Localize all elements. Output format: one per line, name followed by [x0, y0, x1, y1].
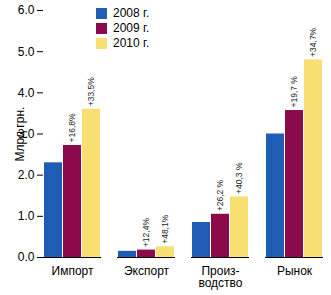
svg-text:5.0: 5.0 — [18, 45, 35, 59]
svg-text:+34,7%: +34,7% — [308, 27, 318, 57]
svg-text:+26,2 %: +26,2 % — [215, 179, 225, 211]
svg-text:6.0: 6.0 — [18, 3, 35, 17]
html-text:2008 г.: 2008 г. — [113, 6, 150, 20]
svg-text:Млрд грн.: Млрд грн. — [13, 107, 27, 162]
svg-text:+48,1%: +48,1% — [160, 214, 170, 244]
svg-text:+12,4%: +12,4% — [141, 218, 151, 248]
svg-text:4.0: 4.0 — [18, 86, 35, 100]
svg-text:Рынок: Рынок — [277, 264, 313, 278]
svg-text:2.0: 2.0 — [18, 168, 35, 182]
svg-text:1.0: 1.0 — [18, 209, 35, 223]
svg-text:Экспорт: Экспорт — [124, 264, 170, 278]
svg-text:+33,5%: +33,5% — [86, 77, 96, 107]
html-text:2009 г.: 2009 г. — [113, 21, 150, 35]
svg-text:+19,7 %: +19,7 % — [289, 76, 299, 108]
svg-text:Произ-водство: Произ-водство — [198, 264, 242, 290]
svg-text:+16,8%: +16,8% — [67, 113, 77, 143]
svg-text:+40,3 %: +40,3 % — [234, 162, 244, 194]
svg-text:Импорт: Импорт — [52, 264, 94, 278]
html-text:2010 г.: 2010 г. — [113, 36, 150, 50]
svg-text:0.0: 0.0 — [18, 250, 35, 264]
